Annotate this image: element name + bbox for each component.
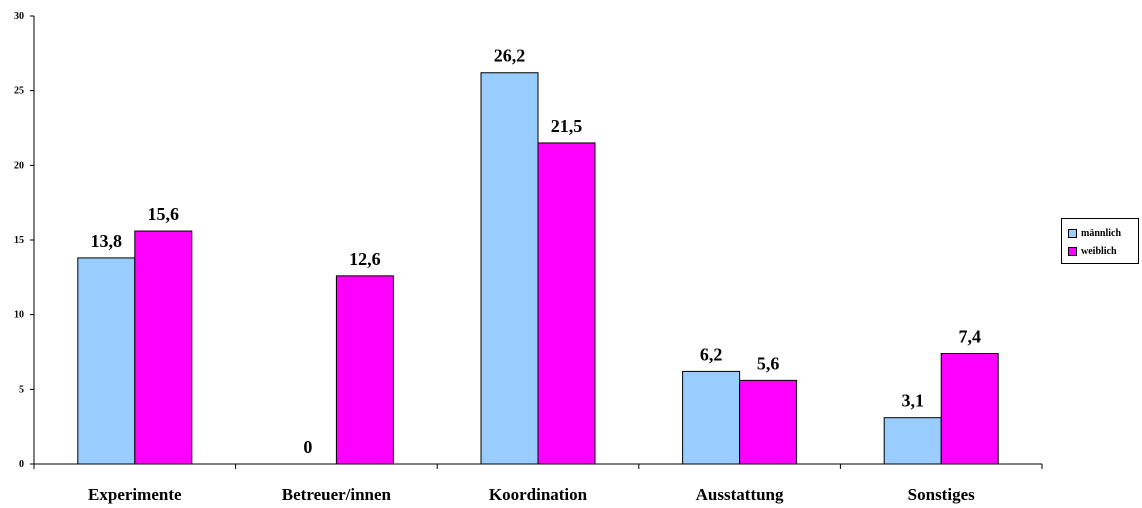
legend: männlich weiblich — [1061, 218, 1139, 264]
y-tick-label: 10 — [14, 310, 24, 321]
bar-weiblich — [940, 352, 999, 465]
data-label: 7,4 — [958, 326, 981, 346]
x-category-label: Sonstiges — [908, 485, 975, 504]
data-label: 26,2 — [494, 46, 526, 66]
bar-maennlich — [77, 257, 136, 465]
data-label: 21,5 — [551, 116, 583, 136]
data-label: 6,2 — [700, 344, 723, 364]
data-label: 5,6 — [757, 353, 780, 373]
data-label: 0 — [303, 437, 312, 457]
y-tick-label: 0 — [19, 459, 24, 470]
bar-weiblich — [134, 230, 193, 465]
legend-swatch-weiblich — [1068, 246, 1077, 256]
x-category-label: Koordination — [489, 485, 588, 504]
data-label: 15,6 — [148, 204, 180, 224]
axes: 0 5 10 15 20 25 30 Experimente Betreuer/innen Koo… — [14, 11, 1043, 504]
bar-maennlich — [480, 72, 539, 465]
legend-item-maennlich: männlich — [1068, 226, 1121, 240]
bars — [77, 72, 999, 465]
y-tick-label: 15 — [14, 235, 24, 246]
bar-weiblich — [335, 275, 394, 465]
data-labels: 13,8 15,6 0 12,6 26,2 21,5 6,2 5,6 3,1 7,4 — [91, 46, 981, 457]
legend-label-maennlich: männlich — [1081, 227, 1122, 239]
x-category-label: Ausstattung — [696, 485, 784, 504]
bar-weiblich — [537, 142, 596, 465]
data-label: 13,8 — [91, 231, 123, 251]
bar-maennlich — [682, 370, 741, 465]
y-tick-label: 20 — [14, 160, 24, 171]
x-category-label: Experimente — [88, 485, 182, 504]
bar-maennlich — [883, 417, 942, 465]
bar-weiblich — [739, 379, 798, 465]
data-label: 12,6 — [349, 249, 381, 269]
y-tick-label: 25 — [14, 86, 24, 97]
x-category-label: Betreuer/innen — [282, 485, 392, 504]
data-label: 3,1 — [901, 391, 924, 411]
y-tick-label: 30 — [14, 11, 24, 22]
legend-label-weiblich: weiblich — [1081, 245, 1117, 257]
legend-swatch-maennlich — [1068, 228, 1077, 238]
y-tick-label: 5 — [19, 384, 24, 395]
legend-item-weiblich: weiblich — [1068, 244, 1117, 258]
